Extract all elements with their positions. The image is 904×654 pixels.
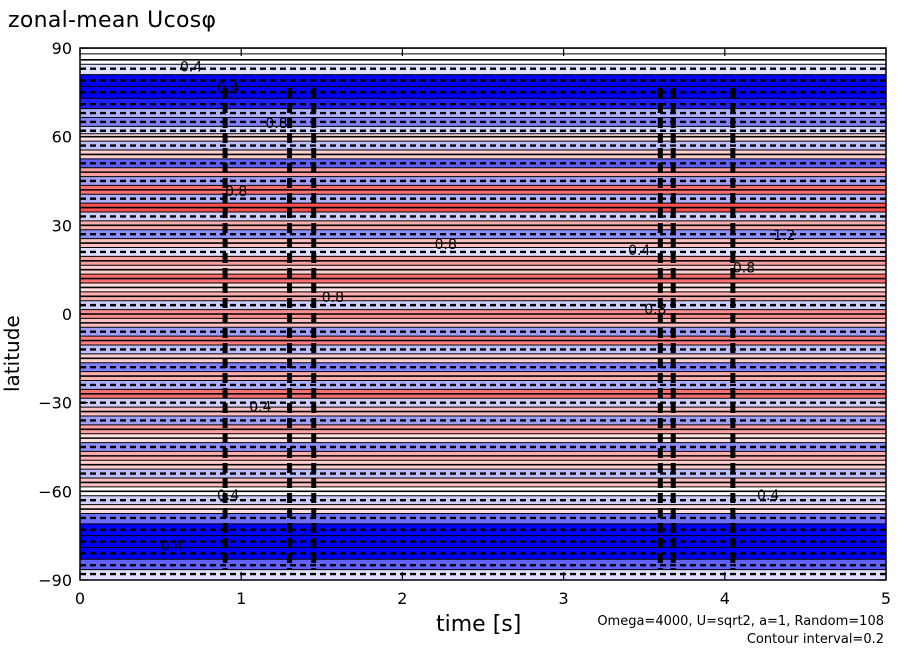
parameter-note: Omega=4000, U=sqrt2, a=1, Random=108 [597,614,884,629]
y-tick-label: 90 [52,39,72,58]
contour-label: 0.4 [217,80,239,96]
contour-label: 0.4 [249,400,271,416]
y-tick-label: 30 [52,216,72,235]
contour-interval-note: Contour interval=0.2 [746,632,884,647]
contour-label: 0.4 [757,488,779,504]
x-tick-label: 4 [720,589,730,608]
contour-label: 0.8 [265,116,287,132]
band [80,48,886,54]
contour-label: 0.8 [322,290,344,306]
contour-label: 0.4 [161,538,183,554]
contour-label: 0.4 [217,488,239,504]
contour-label: 0.8 [644,302,666,318]
y-tick-label: −30 [38,394,72,413]
x-tick-label: 0 [75,589,85,608]
y-axis-label: latitude [0,315,24,392]
y-tick-label: 60 [52,128,72,147]
chart-title: zonal-mean Ucosφ [8,8,217,33]
x-axis-label: time [s] [436,612,522,637]
contour-labels: 0.4 0.4 0.4 0.4 0.8 0.8 0.8 0.4 0.8 1.2 0.8 0.4 0.4 0… [161,60,796,555]
contour-lines [80,48,886,576]
contour-label: 0.4 [180,60,202,76]
y-tick-label: 0 [62,305,72,324]
axes: 0 1 2 3 4 5 −90 −60 −30 0 30 60 90 [38,39,891,608]
contour-label: 1.2 [773,228,795,244]
y-tick-label: −90 [38,571,72,590]
contour-label: 0.4 [628,243,650,259]
x-tick-label: 2 [397,589,407,608]
x-tick-label: 1 [236,589,246,608]
x-tick-label: 5 [881,589,891,608]
contour-label: 0.8 [733,261,755,277]
y-tick-label: −60 [38,482,72,501]
contour-label: 0.8 [435,237,457,253]
x-tick-label: 3 [559,589,569,608]
contour-label: 0.8 [225,184,247,200]
